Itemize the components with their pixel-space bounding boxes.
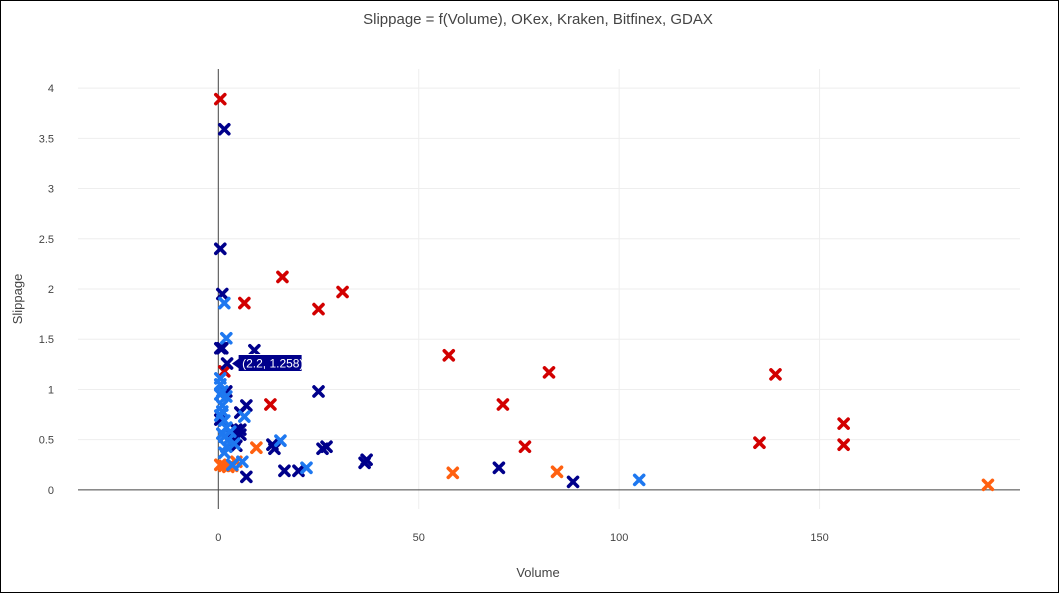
data-point[interactable] [300, 461, 313, 475]
data-point[interactable] [220, 357, 234, 370]
y-tick-label: 2.5 [39, 234, 54, 246]
data-point[interactable] [238, 410, 251, 423]
data-point[interactable] [276, 270, 289, 284]
data-point[interactable] [216, 341, 229, 355]
data-point[interactable] [336, 285, 349, 299]
y-tick-label: 2 [48, 284, 54, 296]
data-point[interactable] [238, 296, 251, 310]
data-point[interactable] [442, 349, 456, 362]
data-point[interactable] [492, 461, 506, 475]
data-point[interactable] [358, 456, 371, 470]
data-point[interactable] [518, 440, 532, 454]
tick-layer: 0 50 100 150 0 0.5 1 1.5 2 2.5 3 3.5 4 [39, 83, 829, 544]
y-tick-label: 1 [48, 384, 54, 396]
data-point[interactable] [214, 92, 227, 106]
x-axis-label: Volume [516, 565, 559, 580]
y-tick-label: 0 [48, 485, 54, 497]
data-point[interactable] [278, 464, 291, 478]
series-1 [214, 92, 850, 454]
data-point[interactable] [220, 390, 233, 403]
data-point[interactable] [837, 438, 850, 452]
series-4 [214, 296, 646, 487]
data-point[interactable] [226, 458, 239, 472]
tooltip-label: (2.2, 1.258) [242, 357, 303, 371]
x-tick-label: 50 [413, 532, 425, 544]
data-point[interactable] [769, 368, 782, 381]
data-point[interactable] [248, 343, 261, 357]
y-tick-label: 3 [48, 184, 54, 196]
series-3 [214, 122, 580, 489]
x-tick-label: 100 [610, 532, 628, 544]
data-point[interactable] [753, 436, 766, 449]
x-tick-label: 150 [810, 532, 828, 544]
data-point[interactable] [236, 455, 249, 469]
point-layer[interactable] [214, 92, 995, 492]
data-point[interactable] [312, 385, 325, 398]
data-point[interactable] [550, 465, 564, 479]
data-point[interactable] [837, 417, 850, 430]
data-point[interactable] [218, 296, 231, 310]
tooltip-box [230, 354, 303, 373]
data-point[interactable] [316, 442, 329, 456]
data-point[interactable] [214, 242, 227, 256]
data-point[interactable] [981, 478, 995, 492]
chart-title: Slippage = f(Volume), OKex, Kraken, Bitf… [363, 11, 713, 28]
data-point[interactable] [566, 475, 580, 489]
data-point[interactable] [496, 398, 510, 411]
data-point[interactable] [446, 466, 460, 480]
y-axis-label: Slippage [10, 274, 25, 325]
data-point[interactable] [240, 470, 253, 484]
data-point[interactable] [274, 434, 287, 447]
y-tick-label: 4 [48, 83, 54, 95]
tooltip: (2.2, 1.258) [230, 354, 303, 373]
x-tick-label: 0 [215, 532, 221, 544]
data-point[interactable] [632, 473, 646, 487]
data-point[interactable] [250, 441, 263, 455]
data-point[interactable] [312, 302, 325, 316]
y-tick-label: 1.5 [39, 334, 54, 346]
data-point[interactable] [218, 122, 231, 136]
data-point[interactable] [264, 398, 277, 411]
y-tick-label: 0.5 [39, 435, 54, 447]
data-point[interactable] [218, 446, 231, 460]
y-tick-label: 3.5 [39, 133, 54, 145]
data-point[interactable] [220, 331, 233, 345]
data-point[interactable] [542, 366, 556, 379]
